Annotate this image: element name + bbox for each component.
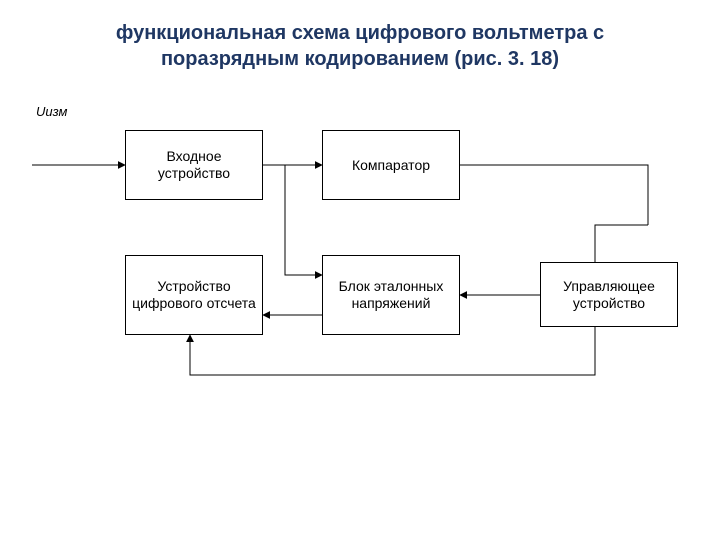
diagram-title-line1: функциональная схема цифрового вольтметр… (0, 22, 720, 45)
node-label: Устройство цифрового отсчета (130, 278, 258, 312)
node-label: Управляющее устройство (545, 278, 673, 312)
node-label: Блок эталонных напряжений (327, 278, 455, 312)
node-ref-voltages: Блок эталонных напряжений (322, 255, 460, 335)
node-label: Входное устройство (130, 148, 258, 182)
node-control-unit: Управляющее устройство (540, 262, 678, 327)
node-label: Компаратор (352, 157, 430, 174)
node-input-device: Входное устройство (125, 130, 263, 200)
input-signal-label: Uизм (36, 104, 67, 119)
node-comparator: Компаратор (322, 130, 460, 200)
diagram-title-line2: поразрядным кодированием (рис. 3. 18) (0, 48, 720, 71)
node-digital-readout: Устройство цифрового отсчета (125, 255, 263, 335)
